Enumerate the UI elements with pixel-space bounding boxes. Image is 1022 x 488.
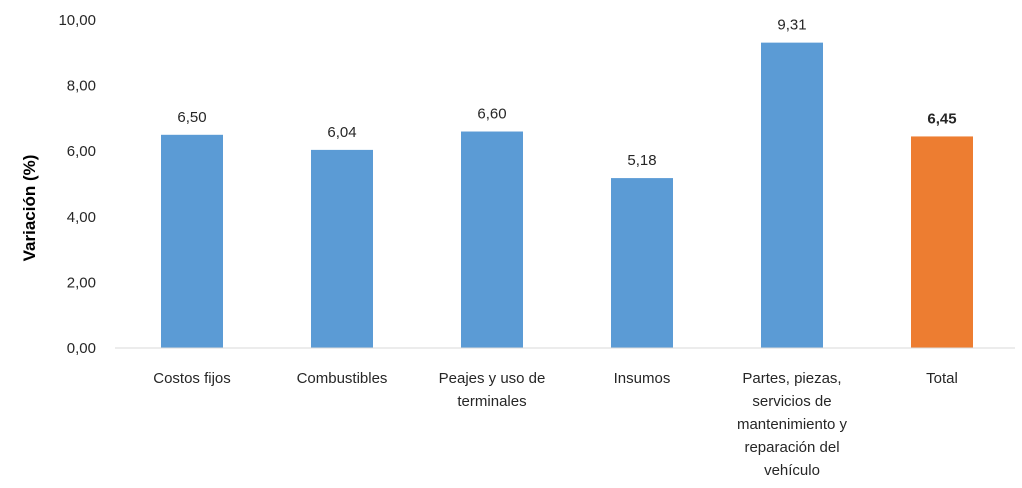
category-label: Peajes y uso de terminales [439, 370, 546, 410]
category-label-line: Combustibles [297, 370, 388, 387]
bar [311, 149, 373, 348]
category-label-line: Total [926, 370, 958, 387]
category-label: Combustibles [297, 370, 388, 387]
category-label: Insumos [614, 370, 671, 387]
category-label-line: vehículo [764, 462, 820, 479]
data-label: 6,60 [477, 106, 506, 123]
y-tick-label: 6,00 [67, 143, 96, 160]
data-labels: 6,50 6,04 6,60 5,18 9,31 6,45 [177, 17, 956, 169]
data-label: 9,31 [777, 17, 806, 34]
category-label-line: Partes, piezas, [742, 370, 841, 387]
category-label-line: reparación del [744, 439, 839, 456]
data-label: 6,04 [327, 124, 356, 141]
bar [461, 131, 523, 348]
y-tick-label: 0,00 [67, 340, 96, 357]
category-label-line: Insumos [614, 370, 671, 387]
bars [161, 42, 973, 349]
data-label: 6,45 [927, 110, 956, 127]
y-axis-title: Variación (%) [20, 155, 39, 262]
y-tick-label: 4,00 [67, 209, 96, 226]
y-tick-label: 8,00 [67, 78, 96, 95]
category-label-line: Peajes y uso de [439, 370, 546, 387]
bar [611, 178, 673, 348]
category-label-line: terminales [457, 393, 526, 410]
bar [161, 134, 223, 348]
bar [911, 136, 973, 348]
category-label: Partes, piezas, servicios de mantenimiento… [737, 370, 848, 479]
category-labels: Costos fijos Combustibles Peajes y uso de t… [153, 370, 958, 479]
category-label-line: Costos fijos [153, 370, 231, 387]
bar [761, 42, 823, 349]
y-tick-label: 2,00 [67, 274, 96, 291]
data-label: 6,50 [177, 109, 206, 126]
y-axis-tick-labels: 0,00 2,00 4,00 6,00 8,00 10,00 [58, 12, 96, 357]
category-label-line: mantenimiento y [737, 416, 848, 433]
y-tick-label: 10,00 [58, 12, 96, 29]
data-label: 5,18 [627, 152, 656, 169]
category-label: Costos fijos [153, 370, 231, 387]
category-label: Total [926, 370, 958, 387]
category-label-line: servicios de [752, 393, 831, 410]
